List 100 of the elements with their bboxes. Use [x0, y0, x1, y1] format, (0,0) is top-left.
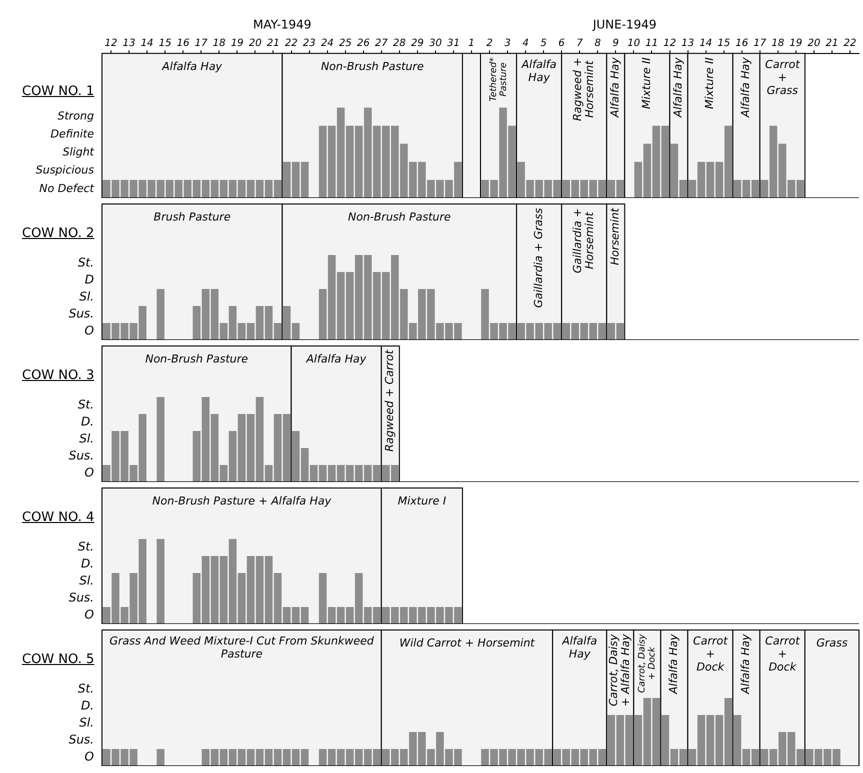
x-tick-label: 29: [411, 38, 424, 49]
x-tick-label: 13: [681, 38, 694, 49]
text: Sus.: [68, 448, 94, 463]
x-tick-label: 8: [594, 38, 601, 49]
band-label: Ragweed + Horsemint: [570, 57, 596, 121]
x-tick-label: 20: [808, 38, 820, 49]
x-tick-label: 26: [356, 38, 370, 49]
x-tick-label: 16: [735, 38, 748, 49]
x-tick-label: 12: [104, 38, 118, 49]
x-tick-label: 30: [429, 38, 442, 49]
x-tick-label: 11: [645, 38, 658, 49]
x-tick-label: 17: [194, 38, 208, 49]
band-label: Carrot + Grass: [765, 58, 800, 97]
text: Sus.: [68, 306, 94, 321]
x-tick-label: 15: [717, 38, 730, 49]
band-label: Alfalfa Hay: [161, 60, 223, 73]
text: Sl.: [79, 716, 94, 730]
text: D.: [80, 556, 94, 571]
x2-tick-label: MAY-1949: [253, 17, 312, 32]
x-tick-label: 5: [540, 38, 547, 49]
x-tick-label: 21: [826, 38, 838, 49]
x-tick-label: 16: [176, 38, 190, 49]
band-label: Alfalfa Hay: [520, 58, 557, 84]
text: O: [84, 750, 94, 764]
band-label: Gaillardia + Horsemint: [570, 208, 596, 274]
band-label: Grass And Weed Mixture-I Cut From Skunkweed Pasture: [109, 634, 375, 660]
x-tick-label: 31: [447, 38, 460, 49]
band-label: Brush Pasture: [154, 210, 231, 224]
x-tick-label: 15: [158, 38, 172, 49]
x-tick-label: 28: [393, 38, 406, 49]
chart-title: COW NO. 4: [22, 510, 94, 525]
x-tick-label: 23: [302, 38, 316, 49]
band-label: Alfalfa Hay: [739, 634, 752, 695]
x-tick-label: 20: [248, 38, 262, 49]
bar: [156, 289, 164, 340]
x-tick-label: 13: [122, 38, 136, 49]
x-tick-label: 19: [230, 38, 244, 49]
chart-title: COW NO. 2: [22, 226, 94, 241]
text: Sl.: [79, 432, 94, 446]
text: O: [84, 466, 94, 480]
text: Sus.: [68, 590, 94, 605]
x-tick-label: 14: [699, 38, 712, 49]
x-tick-label: 19: [790, 38, 802, 49]
bar: [156, 749, 164, 766]
x-tick-label: 17: [754, 38, 767, 49]
x-tick-label: 7: [576, 38, 584, 49]
x-tick-label: 24: [320, 38, 334, 49]
x-tick-label: 9: [612, 38, 619, 49]
chart-title: COW NO. 5: [22, 652, 94, 667]
band-label: Carrot, Daisy + Dock: [638, 633, 658, 693]
text: Sl.: [79, 574, 94, 588]
x-tick-label: 4: [522, 38, 529, 49]
band-label: Wild Carrot + Horsemint: [399, 636, 536, 650]
text: St.: [78, 256, 94, 270]
bar: [156, 397, 164, 482]
x-tick-label: 6: [558, 38, 565, 49]
text: O: [84, 608, 94, 622]
text: No Defect: [39, 182, 95, 195]
x-tick-label: 2: [486, 38, 493, 49]
band-label: Ragweed + Carrot: [383, 349, 396, 452]
text: Definite: [50, 128, 94, 141]
x-tick-label: 27: [375, 38, 388, 49]
x-tick-label: 22: [284, 38, 298, 49]
band-label: Non-Brush Pasture: [145, 352, 248, 366]
chart-title: COW NO. 1: [22, 84, 94, 99]
text: D.: [80, 698, 94, 713]
text: St.: [78, 682, 94, 696]
x-tick-label: 3: [504, 38, 511, 49]
text: Sl.: [79, 290, 94, 304]
band-label: Non-Brush Pasture: [348, 210, 452, 224]
band-label: Carrot, Daisy + Alfalfa Hay: [607, 634, 632, 707]
text: Slight: [62, 146, 95, 159]
band-label: Alfalfa Hay: [739, 56, 752, 118]
bar: [156, 539, 164, 624]
band-label: Mixture II: [640, 57, 654, 110]
text: Strong: [57, 110, 94, 123]
text: D: [84, 272, 94, 287]
x-tick-label: 18: [772, 38, 784, 49]
band-label: Non-Brush Pasture: [320, 60, 424, 73]
x2-tick-label: JUNE-1949: [592, 17, 657, 32]
band-label: Alfalfa Hay: [305, 352, 367, 366]
x-tick-label: 22: [844, 38, 856, 49]
x-tick-label: 12: [663, 38, 676, 49]
band-label: Gaillardia + Grass: [532, 208, 545, 308]
x-tick-label: 10: [627, 38, 640, 49]
x-tick-label: 25: [338, 38, 352, 49]
band-label: Alfalfa Hay: [561, 634, 598, 660]
band-label: Alfalfa Hay: [672, 56, 685, 118]
text: O: [84, 324, 94, 338]
band-label: Horsemint: [608, 207, 622, 266]
x-tick-label: 1: [468, 38, 475, 49]
x-tick-label: 14: [140, 38, 154, 49]
chart-title: COW NO. 3: [22, 368, 94, 383]
band-label: Grass: [816, 636, 848, 650]
text: St.: [78, 398, 94, 412]
band-label: Mixture I: [398, 494, 446, 508]
x-tick-label: 21: [266, 38, 280, 49]
band-label: Carrot + Dock: [765, 634, 800, 674]
band-label: Carrot + Dock: [693, 634, 728, 674]
band-label: Mixture II: [703, 57, 716, 110]
